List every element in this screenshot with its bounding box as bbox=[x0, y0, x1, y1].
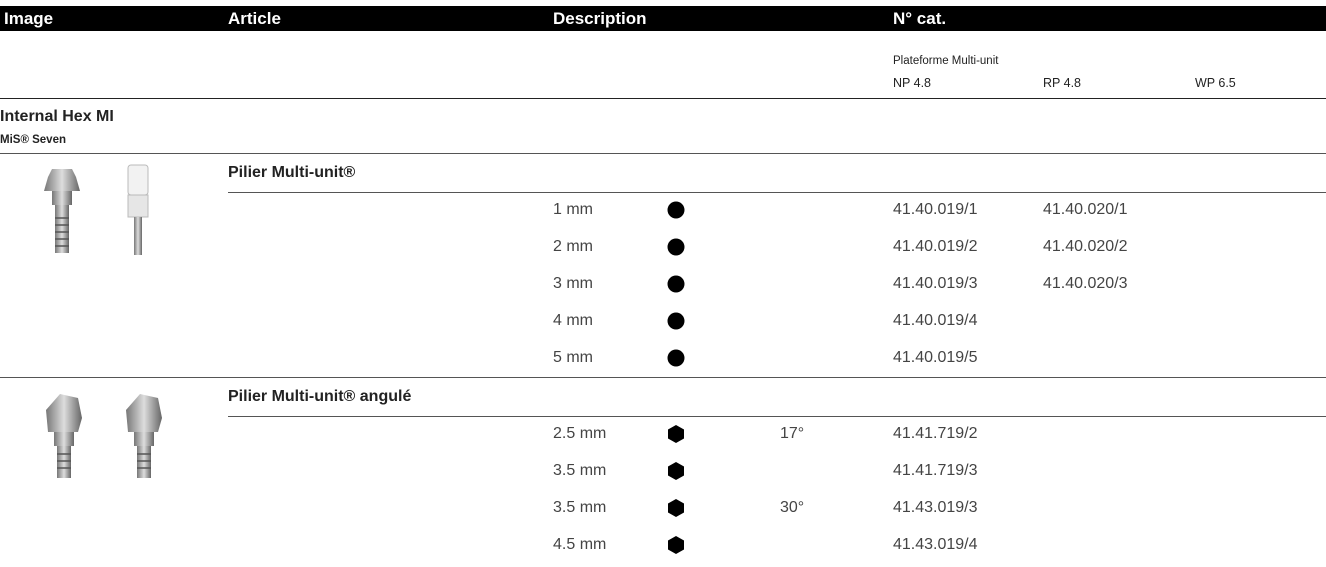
straight-abutment-images bbox=[44, 164, 149, 255]
hexagon-icon bbox=[668, 462, 684, 480]
hexagon-icon bbox=[668, 425, 684, 443]
circle-icon bbox=[667, 201, 685, 219]
header-bar bbox=[0, 6, 1326, 31]
circle-icon bbox=[667, 349, 685, 367]
catalog-number: 41.40.019/3 bbox=[893, 275, 978, 292]
height: 2.5 mm bbox=[553, 425, 607, 442]
height: 4.5 mm bbox=[553, 536, 607, 553]
catalog-number: 41.41.719/2 bbox=[893, 425, 978, 442]
catalog-number: 41.40.019/4 bbox=[893, 312, 978, 329]
divider bbox=[0, 98, 1326, 99]
angle: 30° bbox=[780, 499, 805, 516]
divider bbox=[228, 416, 1326, 417]
circle-icon bbox=[667, 238, 685, 256]
hexagon-icon bbox=[668, 536, 684, 554]
catalog-number: 41.40.020/2 bbox=[1043, 238, 1128, 255]
divider bbox=[0, 377, 1326, 378]
height: 3.5 mm bbox=[553, 462, 607, 479]
hexagon-icon bbox=[668, 499, 684, 517]
height: 1 mm bbox=[553, 201, 593, 218]
circle-icon bbox=[667, 312, 685, 330]
catalog-number: 41.43.019/4 bbox=[893, 536, 978, 553]
catalog-number: 41.41.719/3 bbox=[893, 462, 978, 479]
group-subtitle: MiS® Seven bbox=[0, 134, 66, 146]
height: 3.5 mm bbox=[553, 499, 607, 516]
height: 4 mm bbox=[553, 312, 593, 329]
catalog-number: 41.40.020/1 bbox=[1043, 201, 1128, 218]
height: 2 mm bbox=[553, 238, 593, 255]
group-title: Internal Hex MI bbox=[0, 108, 114, 125]
divider bbox=[228, 192, 1326, 193]
platform-size: NP 4.8 bbox=[893, 76, 931, 90]
divider bbox=[0, 153, 1326, 154]
catalog-number: 41.40.019/1 bbox=[893, 201, 978, 218]
platform-size: RP 4.8 bbox=[1043, 76, 1081, 90]
column-header: N° cat. bbox=[893, 9, 947, 28]
angled-abutment-images bbox=[46, 394, 162, 478]
circle-icon bbox=[667, 275, 685, 293]
catalog-number: 41.40.020/3 bbox=[1043, 275, 1128, 292]
column-header: Article bbox=[228, 9, 281, 28]
column-header: Image bbox=[4, 9, 54, 28]
catalog-number: 41.43.019/3 bbox=[893, 499, 978, 516]
article-name: Pilier Multi-unit® angulé bbox=[228, 388, 412, 405]
angle: 17° bbox=[780, 425, 805, 442]
platform-label: Plateforme Multi-unit bbox=[893, 55, 999, 67]
column-header: Description bbox=[553, 9, 647, 28]
platform-size: WP 6.5 bbox=[1195, 76, 1236, 90]
article-name: Pilier Multi-unit® bbox=[228, 164, 356, 181]
height: 5 mm bbox=[553, 349, 593, 366]
catalog-number: 41.40.019/2 bbox=[893, 238, 978, 255]
catalog-number: 41.40.019/5 bbox=[893, 349, 978, 366]
height: 3 mm bbox=[553, 275, 593, 292]
